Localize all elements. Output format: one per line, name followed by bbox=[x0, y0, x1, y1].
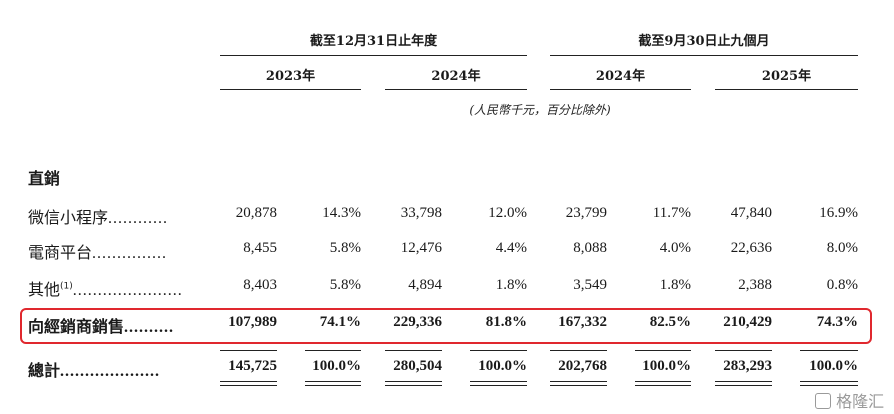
cell-wechat-mini-program-2: 33,798 bbox=[400, 205, 442, 221]
year-header-2025-rule bbox=[715, 89, 858, 90]
header-group-annual: 截至12月31日止年度 bbox=[309, 34, 438, 49]
total-top-rule bbox=[470, 350, 527, 351]
cell-other-3: 1.8% bbox=[495, 277, 527, 293]
cell-other-4: 3,549 bbox=[573, 277, 607, 293]
unit-note: (人民幣千元，百分比除外) bbox=[469, 103, 611, 117]
row-label-total: 總計.................... bbox=[28, 357, 160, 381]
row-label-sales-to-distributors: 向經銷商銷售.......... bbox=[28, 313, 174, 337]
cell-ecommerce-platform-6: 22,636 bbox=[730, 240, 772, 256]
cell-total-3: 100.0% bbox=[478, 358, 527, 374]
cell-wechat-mini-program-5: 11.7% bbox=[652, 205, 691, 221]
row-label-text: 向經銷商銷售 bbox=[28, 317, 125, 336]
cell-ecommerce-platform-7: 8.0% bbox=[826, 240, 858, 256]
leader-dots: ............ bbox=[108, 210, 169, 227]
year-header-2024-annual-rule bbox=[385, 89, 527, 90]
header-group-annual-rule bbox=[220, 55, 527, 56]
total-top-rule bbox=[220, 350, 277, 351]
year-header-2024-nine-months-rule bbox=[550, 89, 691, 90]
cell-sales-to-distributors-2: 229,336 bbox=[393, 314, 442, 330]
cell-ecommerce-platform-2: 12,476 bbox=[400, 240, 442, 256]
total-top-rule bbox=[305, 350, 361, 351]
cell-other-2: 4,894 bbox=[408, 277, 442, 293]
cell-total-2: 280,504 bbox=[393, 358, 442, 374]
watermark-icon bbox=[815, 393, 831, 409]
row-label-text: 其他 bbox=[28, 280, 61, 299]
total-top-rule bbox=[800, 350, 858, 351]
header-group-nine-months: 截至9月30日止九個月 bbox=[638, 34, 770, 49]
row-label-other: 其他(1)...................... bbox=[28, 276, 183, 300]
leader-dots: .................... bbox=[60, 363, 161, 380]
cell-total-7: 100.0% bbox=[809, 358, 858, 374]
cell-sales-to-distributors-0: 107,989 bbox=[228, 314, 277, 330]
row-label-text: 電商平台 bbox=[28, 243, 93, 262]
cell-sales-to-distributors-7: 74.3% bbox=[816, 314, 858, 330]
total-double-rule bbox=[470, 381, 527, 382]
cell-other-1: 5.8% bbox=[329, 277, 361, 293]
year-header-2025: 2025年 bbox=[761, 69, 812, 84]
highlight-box bbox=[20, 308, 872, 344]
cell-other-5: 1.8% bbox=[659, 277, 691, 293]
total-double-rule bbox=[635, 381, 691, 382]
total-double-rule bbox=[715, 381, 772, 382]
total-double-rule bbox=[220, 385, 277, 386]
total-top-rule bbox=[550, 350, 607, 351]
year-header-2024-nine-months: 2024年 bbox=[595, 69, 646, 84]
total-double-rule bbox=[385, 381, 442, 382]
row-label-text: 微信小程序 bbox=[28, 208, 109, 227]
section-title-direct-sales: 直銷 bbox=[28, 169, 61, 188]
cell-other-6: 2,388 bbox=[738, 277, 772, 293]
total-top-rule bbox=[715, 350, 772, 351]
footnote-marker: (1) bbox=[60, 281, 73, 292]
leader-dots: ...................... bbox=[72, 282, 183, 299]
total-top-rule bbox=[635, 350, 691, 351]
total-top-rule bbox=[385, 350, 442, 351]
header-group-nine-months-rule bbox=[550, 55, 858, 56]
leader-dots: .......... bbox=[124, 319, 175, 336]
row-label-wechat-mini-program: 微信小程序............ bbox=[28, 204, 168, 228]
watermark-logo: 格隆汇 bbox=[815, 388, 884, 412]
cell-other-7: 0.8% bbox=[826, 277, 858, 293]
total-double-rule bbox=[800, 381, 858, 382]
cell-wechat-mini-program-1: 14.3% bbox=[322, 205, 361, 221]
cell-total-1: 100.0% bbox=[312, 358, 361, 374]
cell-total-0: 145,725 bbox=[228, 358, 277, 374]
cell-total-4: 202,768 bbox=[558, 358, 607, 374]
cell-wechat-mini-program-3: 12.0% bbox=[488, 205, 527, 221]
cell-ecommerce-platform-3: 4.4% bbox=[495, 240, 527, 256]
total-double-rule bbox=[715, 385, 772, 386]
total-double-rule bbox=[470, 385, 527, 386]
cell-total-6: 283,293 bbox=[723, 358, 772, 374]
year-header-2023: 2023年 bbox=[265, 69, 316, 84]
watermark-text: 格隆汇 bbox=[836, 392, 885, 411]
cell-wechat-mini-program-4: 23,799 bbox=[565, 205, 607, 221]
cell-sales-to-distributors-6: 210,429 bbox=[723, 314, 772, 330]
total-double-rule bbox=[550, 385, 607, 386]
row-label-text: 總計 bbox=[28, 361, 61, 380]
cell-ecommerce-platform-4: 8,088 bbox=[573, 240, 607, 256]
total-double-rule bbox=[305, 381, 361, 382]
row-label-ecommerce-platform: 電商平台............... bbox=[28, 239, 167, 263]
cell-ecommerce-platform-5: 4.0% bbox=[659, 240, 691, 256]
year-header-2024-annual: 2024年 bbox=[431, 69, 481, 84]
total-double-rule bbox=[220, 381, 277, 382]
cell-wechat-mini-program-0: 20,878 bbox=[235, 205, 277, 221]
cell-sales-to-distributors-1: 74.1% bbox=[319, 314, 361, 330]
total-double-rule bbox=[635, 385, 691, 386]
cell-sales-to-distributors-3: 81.8% bbox=[485, 314, 527, 330]
total-double-rule bbox=[385, 385, 442, 386]
year-header-2023-rule bbox=[220, 89, 361, 90]
cell-wechat-mini-program-7: 16.9% bbox=[819, 205, 858, 221]
leader-dots: ............... bbox=[92, 245, 168, 262]
cell-total-5: 100.0% bbox=[642, 358, 691, 374]
cell-ecommerce-platform-0: 8,455 bbox=[243, 240, 277, 256]
total-double-rule bbox=[550, 381, 607, 382]
cell-sales-to-distributors-4: 167,332 bbox=[558, 314, 607, 330]
cell-ecommerce-platform-1: 5.8% bbox=[329, 240, 361, 256]
cell-sales-to-distributors-5: 82.5% bbox=[649, 314, 691, 330]
total-double-rule bbox=[305, 385, 361, 386]
cell-wechat-mini-program-6: 47,840 bbox=[730, 205, 772, 221]
total-double-rule bbox=[800, 385, 858, 386]
cell-other-0: 8,403 bbox=[243, 277, 277, 293]
